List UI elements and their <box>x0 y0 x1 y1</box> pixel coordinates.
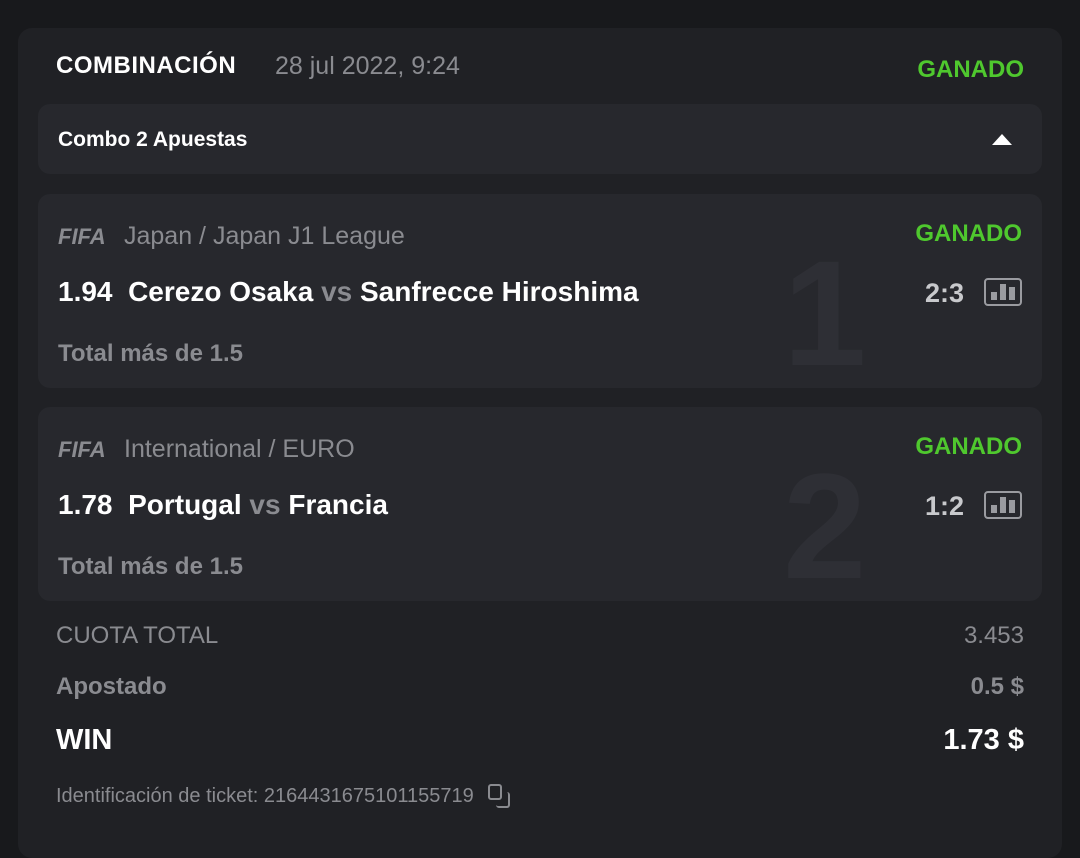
fifa-logo-icon: FIFA <box>58 224 106 249</box>
stake-label: Apostado <box>56 673 167 700</box>
bet-date: 28 jul 2022, 9:24 <box>275 52 460 80</box>
total-odds-value: 3.453 <box>963 622 1024 649</box>
event-score: 1:2 <box>924 491 964 521</box>
event-market: Total más de 1.5 <box>58 340 243 367</box>
stats-bar-chart-icon[interactable] <box>984 278 1022 306</box>
home-team: Cerezo Osaka <box>128 276 314 307</box>
event-score: 2:3 <box>924 278 964 308</box>
win-label: WIN <box>56 724 113 756</box>
event-index: 1 <box>783 229 867 388</box>
ticket-id: Identificación de ticket: 21644316751011… <box>56 784 474 807</box>
vs-label: vs <box>249 489 281 520</box>
fifa-logo-icon: FIFA <box>58 437 106 462</box>
total-odds-row: CUOTA TOTAL 3.453 <box>56 622 1024 650</box>
event-card: 1 FIFA Japan / Japan J1 League GANADO 1.… <box>38 194 1042 388</box>
bet-status: GANADO <box>917 56 1024 83</box>
home-team: Portugal <box>128 489 242 520</box>
bet-type: COMBINACIÓN <box>56 52 237 79</box>
stats-bar-chart-icon[interactable] <box>984 491 1022 519</box>
copy-icon[interactable] <box>487 784 512 808</box>
event-status: GANADO <box>915 220 1022 247</box>
away-team: Francia <box>288 489 388 520</box>
stake-value: 0.5 $ <box>970 673 1024 700</box>
ticket-id-row: Identificación de ticket: 21644316751011… <box>56 784 512 808</box>
event-card: 2 FIFA International / EURO GANADO 1.78 … <box>38 407 1042 601</box>
event-league: International / EURO <box>124 435 355 463</box>
event-status: GANADO <box>915 433 1022 460</box>
away-team: Sanfrecce Hiroshima <box>360 276 639 307</box>
bet-card: COMBINACIÓN 28 jul 2022, 9:24 GANADO Com… <box>18 28 1062 858</box>
event-league: Japan / Japan J1 League <box>124 222 405 250</box>
event-odds: 1.78 <box>58 489 113 520</box>
win-value: 1.73 $ <box>943 724 1024 756</box>
event-match: 1.94 Cerezo Osaka vs Sanfrecce Hiroshima <box>58 276 639 308</box>
stake-row: Apostado 0.5 $ <box>56 673 1024 701</box>
event-market: Total más de 1.5 <box>58 553 243 580</box>
win-row: WIN 1.73 $ <box>56 724 1024 757</box>
combo-toggle[interactable]: Combo 2 Apuestas <box>38 104 1042 174</box>
vs-label: vs <box>321 276 353 307</box>
event-odds: 1.94 <box>58 276 113 307</box>
total-odds-label: CUOTA TOTAL <box>56 622 219 649</box>
combo-label: Combo 2 Apuestas <box>58 128 248 151</box>
event-index: 2 <box>783 442 867 601</box>
event-match: 1.78 Portugal vs Francia <box>58 489 388 521</box>
collapse-triangle-icon[interactable] <box>992 134 1012 145</box>
